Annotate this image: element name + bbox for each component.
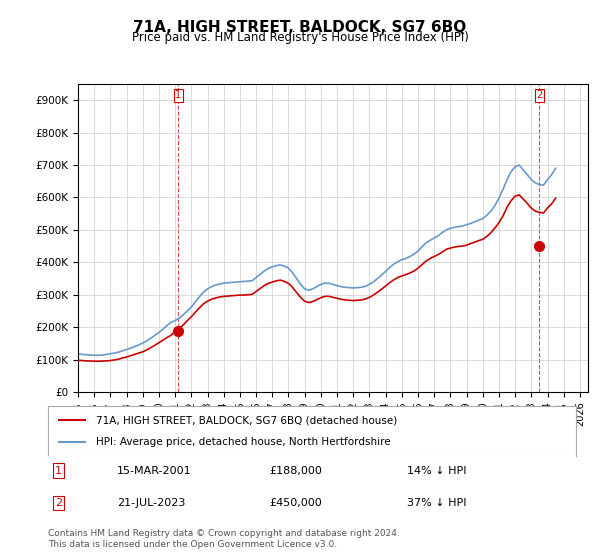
Text: 2: 2 <box>55 498 62 508</box>
Text: £188,000: £188,000 <box>270 465 323 475</box>
Text: 71A, HIGH STREET, BALDOCK, SG7 6BQ (detached house): 71A, HIGH STREET, BALDOCK, SG7 6BQ (deta… <box>95 415 397 425</box>
Text: 1: 1 <box>55 465 62 475</box>
Text: HPI: Average price, detached house, North Hertfordshire: HPI: Average price, detached house, Nort… <box>95 437 390 447</box>
Text: 15-MAR-2001: 15-MAR-2001 <box>116 465 191 475</box>
Text: 14% ↓ HPI: 14% ↓ HPI <box>407 465 467 475</box>
Text: £450,000: £450,000 <box>270 498 323 508</box>
Text: Price paid vs. HM Land Registry's House Price Index (HPI): Price paid vs. HM Land Registry's House … <box>131 31 469 44</box>
Text: 71A, HIGH STREET, BALDOCK, SG7 6BQ: 71A, HIGH STREET, BALDOCK, SG7 6BQ <box>133 20 467 35</box>
Text: 21-JUL-2023: 21-JUL-2023 <box>116 498 185 508</box>
Text: 2: 2 <box>536 90 542 100</box>
Text: Contains HM Land Registry data © Crown copyright and database right 2024.
This d: Contains HM Land Registry data © Crown c… <box>48 529 400 549</box>
Text: 1: 1 <box>175 90 181 100</box>
Text: 37% ↓ HPI: 37% ↓ HPI <box>407 498 467 508</box>
